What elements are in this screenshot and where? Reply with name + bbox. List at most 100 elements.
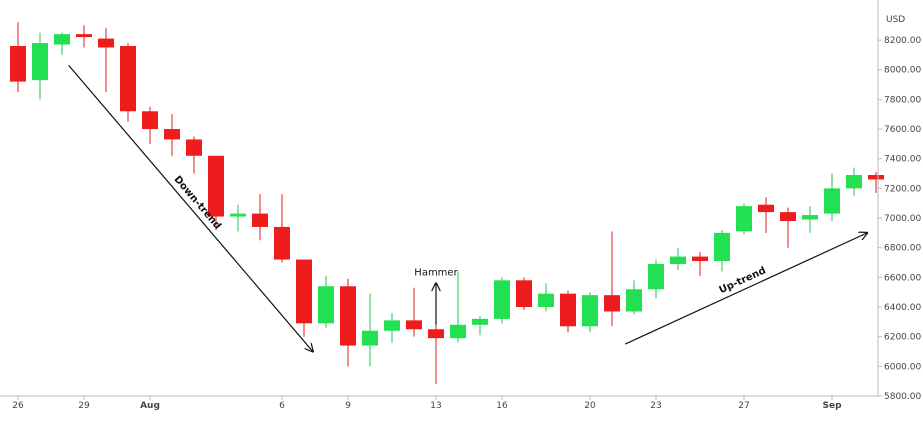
- x-tick-label: 20: [584, 401, 596, 411]
- candle: [780, 207, 796, 248]
- x-tick-label: 13: [430, 401, 441, 411]
- down-trend-arrow: [68, 64, 313, 351]
- candle-body: [384, 320, 400, 331]
- candle: [32, 32, 48, 100]
- currency-label: USD: [886, 15, 905, 25]
- y-tick-label: 6200.00: [884, 333, 921, 343]
- candle-body: [274, 226, 290, 260]
- candle: [648, 259, 664, 299]
- candle-body: [736, 206, 752, 232]
- candle-body: [406, 320, 422, 330]
- candle-body: [780, 212, 796, 222]
- candle-body: [824, 188, 840, 214]
- y-tick-label: 7200.00: [884, 184, 921, 194]
- candle-body: [714, 232, 730, 262]
- candle: [230, 204, 246, 232]
- candle-body: [494, 280, 510, 319]
- candle: [54, 32, 70, 55]
- candle-body: [142, 111, 158, 130]
- candle: [274, 194, 290, 263]
- candle-body: [340, 286, 356, 346]
- candle: [516, 277, 532, 310]
- candle-body: [560, 293, 576, 327]
- candles-layer: [10, 22, 884, 385]
- x-tick-label: 26: [12, 401, 24, 411]
- candle-body: [208, 155, 224, 217]
- candle: [868, 172, 884, 193]
- candle-body: [538, 293, 554, 308]
- candle-body: [98, 38, 114, 48]
- y-tick-label: 7600.00: [884, 125, 921, 135]
- candle: [186, 136, 202, 174]
- candle: [824, 173, 840, 222]
- candle: [582, 292, 598, 333]
- candle: [362, 293, 378, 367]
- candle-body: [450, 324, 466, 339]
- candle-body: [626, 289, 642, 312]
- x-tick-label: 27: [738, 401, 749, 411]
- candle-body: [76, 34, 92, 38]
- candle-body: [516, 280, 532, 308]
- y-tick-label: 6400.00: [884, 303, 921, 313]
- candle-body: [164, 129, 180, 140]
- candle: [208, 155, 224, 230]
- up-trend-arrow: [624, 233, 867, 345]
- candle-body: [472, 318, 488, 325]
- candle-body: [582, 295, 598, 327]
- candle: [472, 315, 488, 336]
- y-tick-label: 7000.00: [884, 214, 921, 224]
- y-tick-label: 8000.00: [884, 66, 921, 76]
- candle: [758, 197, 774, 233]
- candle: [604, 231, 620, 327]
- candle-body: [648, 264, 664, 290]
- candle-body: [186, 139, 202, 156]
- y-axis: USD 5800.00 6000.00 6200.00 6400.00 6600.00 6…: [877, 0, 921, 402]
- candle: [494, 277, 510, 324]
- candle: [142, 106, 158, 144]
- candle-body: [670, 256, 686, 265]
- candle: [714, 229, 730, 272]
- y-tick-label: 8200.00: [884, 36, 921, 46]
- candle: [450, 271, 466, 343]
- y-tick-label: 5800.00: [884, 392, 921, 402]
- candle: [406, 287, 422, 337]
- x-tick-label: 29: [78, 401, 90, 411]
- candle-body: [32, 43, 48, 81]
- candle: [98, 28, 114, 92]
- x-tick-label: 6: [279, 401, 285, 411]
- candle: [252, 194, 268, 241]
- y-tick-label: 7800.00: [884, 95, 921, 105]
- candle: [120, 43, 136, 122]
- candle: [538, 283, 554, 312]
- candle-body: [120, 46, 136, 112]
- candle: [626, 280, 642, 315]
- candle: [296, 259, 312, 337]
- candle-body: [758, 204, 774, 213]
- x-tick-label: 9: [345, 401, 351, 411]
- candle-body: [868, 175, 884, 180]
- x-axis: 26 29 Aug 6 9 13 16 20 23 27 Sep: [0, 395, 878, 411]
- candle-body: [362, 330, 378, 346]
- candle: [670, 247, 686, 270]
- candle-body: [318, 286, 334, 324]
- candle: [76, 25, 92, 48]
- hammer-label: Hammer: [414, 267, 458, 278]
- candle-body: [296, 259, 312, 324]
- candle: [318, 275, 334, 328]
- candle-body: [428, 329, 444, 339]
- y-tick-label: 6000.00: [884, 362, 921, 372]
- candle-body: [692, 256, 708, 262]
- candle: [846, 167, 862, 196]
- x-tick-label: 23: [650, 401, 661, 411]
- candle-body: [252, 213, 268, 227]
- candle: [164, 114, 180, 156]
- candle: [560, 290, 576, 333]
- candle-body: [604, 295, 620, 312]
- candle-body: [802, 215, 818, 220]
- candle: [340, 278, 356, 367]
- candle-body: [10, 46, 26, 82]
- candle-body: [846, 175, 862, 189]
- y-tick-label: 6800.00: [884, 244, 921, 254]
- candle: [692, 252, 708, 276]
